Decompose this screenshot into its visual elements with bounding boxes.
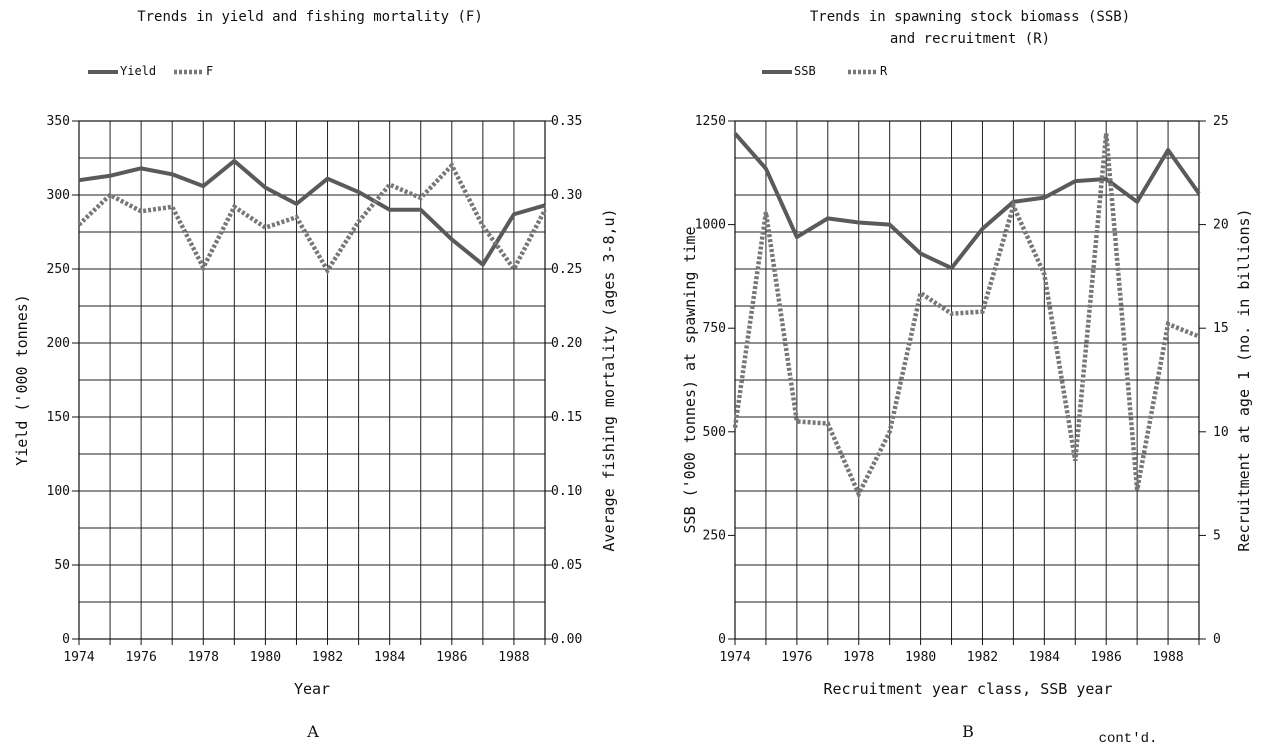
chart-b-y-left-tick-label: 1000 bbox=[695, 218, 726, 233]
chart-b-panel-label: B bbox=[962, 722, 974, 741]
chart-a-frame bbox=[78, 120, 546, 640]
chart-b-y-left-tick-label: 1250 bbox=[695, 114, 726, 129]
chart-a-y-left-tick-label: 150 bbox=[47, 410, 70, 425]
chart-a-y-left-tick-label: 0 bbox=[62, 632, 70, 647]
chart-b-x-tick-label: 1976 bbox=[781, 650, 812, 665]
chart-b-title: Trends in spawning stock biomass (SSB) bbox=[810, 9, 1130, 25]
chart-a-x-tick-label: 1978 bbox=[188, 650, 219, 665]
chart-b-x-tick-label: 1978 bbox=[843, 650, 874, 665]
chart-a-series-f-line bbox=[77, 161, 547, 275]
chart-a-panel-label: A bbox=[306, 722, 319, 741]
chart-b-y-right-tick-label: 15 bbox=[1213, 321, 1229, 336]
chart-b-legend-label-r: R bbox=[880, 64, 888, 78]
chart-a-x-tick-label: 1976 bbox=[125, 650, 156, 665]
chart-b-plot: 0 250 500 750 1000 1250 0 5 10 15 20 25 1974 1976 1978… bbox=[695, 64, 1229, 665]
chart-b-y-right-tick-label: 25 bbox=[1213, 114, 1229, 129]
chart-b-x-tick-label: 1988 bbox=[1152, 650, 1183, 665]
chart-a-y-left-tick-label: 350 bbox=[47, 114, 70, 129]
chart-b-series-r-line bbox=[732, 133, 1200, 500]
chart-a-y-left-tick-label: 50 bbox=[54, 558, 70, 573]
chart-b-y-right-tick-label: 20 bbox=[1213, 218, 1229, 233]
chart-b-x-tick-label: 1974 bbox=[719, 650, 750, 665]
chart-a-x-tick-label: 1988 bbox=[498, 650, 529, 665]
chart-b-y-axis-label-right: Recruitment at age 1 (no. in billions) bbox=[1235, 208, 1253, 551]
chart-a-y-axis-label-right: Average fishing mortality (ages 3-8,u) bbox=[600, 208, 618, 551]
chart-a-y-right-tick-label: 0.20 bbox=[551, 336, 582, 351]
chart-b-legend-label-ssb: SSB bbox=[794, 64, 816, 78]
chart-a-y-left-tick-label: 300 bbox=[47, 188, 70, 203]
chart-b-x-tick-label: 1984 bbox=[1029, 650, 1060, 665]
chart-b-x-axis-label: Recruitment year class, SSB year bbox=[824, 680, 1113, 698]
chart-b-frame bbox=[734, 120, 1200, 640]
chart-b-y-left-tick-label: 250 bbox=[703, 528, 726, 543]
chart-b-title-line2: and recruitment (R) bbox=[890, 31, 1050, 47]
chart-b-y-left-tick-label: 750 bbox=[703, 321, 726, 336]
chart-b-y-right-tick-label: 10 bbox=[1213, 425, 1229, 440]
chart-a-y-right-tick-label: 0.25 bbox=[551, 262, 582, 277]
chart-a-x-tick-label: 1980 bbox=[250, 650, 281, 665]
chart-b-x-tick-label: 1986 bbox=[1091, 650, 1122, 665]
chart-a-y-axis-label-left: Yield ('000 tonnes) bbox=[13, 294, 31, 466]
chart-a-y-right-tick-label: 0.00 bbox=[551, 632, 582, 647]
chart-a-plot: 0 50 100 150 200 250 300 350 0.00 0.05 0.10 0.15 0.2… bbox=[47, 64, 583, 665]
chart-a-y-left-tick-label: 250 bbox=[47, 262, 70, 277]
chart-a-x-tick-label: 1982 bbox=[312, 650, 343, 665]
chart-a-y-right-tick-label: 0.35 bbox=[551, 114, 582, 129]
chart-a-y-left-tick-label: 200 bbox=[47, 336, 70, 351]
chart-b-y-right-tick-label: 5 bbox=[1213, 528, 1221, 543]
chart-a-x-tick-label: 1974 bbox=[63, 650, 94, 665]
chart-a-series-yield-line bbox=[78, 158, 546, 267]
chart-a-title: Trends in yield and fishing mortality (F… bbox=[137, 9, 483, 25]
chart-a-y-right-tick-label: 0.10 bbox=[551, 484, 582, 499]
chart-a-y-right-tick-label: 0.30 bbox=[551, 188, 582, 203]
chart-b-y-left-tick-label: 500 bbox=[703, 425, 726, 440]
chart-a-x-axis-label: Year bbox=[294, 680, 330, 698]
chart-b-y-axis-label-left: SSB ('000 tonnes) at spawning time bbox=[681, 226, 699, 533]
chart-a-legend-label-yield: Yield bbox=[120, 64, 156, 78]
chart-b-y-left-tick-label: 0 bbox=[718, 632, 726, 647]
chart-b-y-right-tick-label: 0 bbox=[1213, 632, 1221, 647]
chart-a-x-tick-label: 1984 bbox=[374, 650, 405, 665]
chart-a-y-right-tick-label: 0.15 bbox=[551, 410, 582, 425]
footer-note: cont'd. bbox=[1099, 731, 1158, 745]
chart-b-x-tick-label: 1982 bbox=[967, 650, 998, 665]
chart-a-y-left-tick-label: 100 bbox=[47, 484, 70, 499]
chart-a-legend-label-f: F bbox=[206, 64, 213, 78]
chart-a-x-tick-label: 1986 bbox=[436, 650, 467, 665]
chart-b-series-ssb-line bbox=[733, 132, 1201, 271]
chart-b-x-tick-label: 1980 bbox=[905, 650, 936, 665]
chart-a-y-right-tick-label: 0.05 bbox=[551, 558, 582, 573]
